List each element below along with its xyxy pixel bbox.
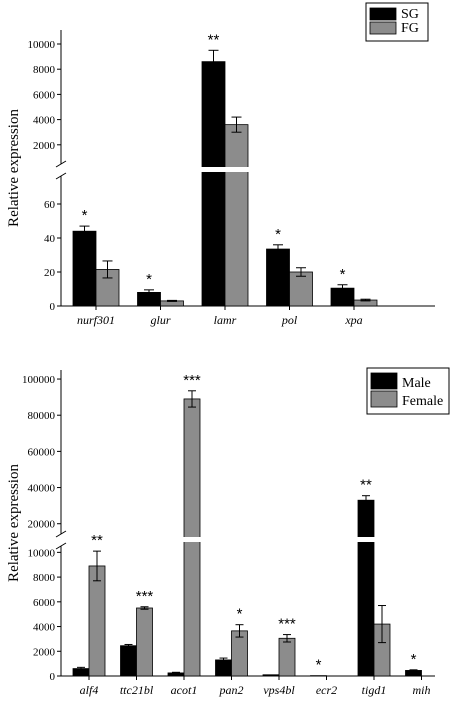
y-tick-label: 4000 <box>33 115 56 127</box>
y-axis-label: Relative expression <box>6 109 22 227</box>
y-tick-label: 2000 <box>33 140 56 152</box>
significance-marker: * <box>82 207 88 224</box>
chart-bottom: 0 2000 4000 6000 8000 10000 20000 40000 60000 800… <box>6 367 450 697</box>
y-tick-label: 80000 <box>28 410 56 422</box>
legend-swatch-female <box>370 390 398 408</box>
x-tick-label: lamr <box>214 313 237 327</box>
axis-break-mark <box>55 160 67 168</box>
significance-marker: *** <box>136 588 154 605</box>
y-tick-label: 2000 <box>33 646 56 658</box>
bar-break-gap <box>201 167 226 172</box>
y-tick-label: 20 <box>44 267 56 279</box>
legend-label-female: Female <box>402 394 443 409</box>
significance-marker: * <box>340 266 346 283</box>
y-tick-label: 20000 <box>28 519 56 531</box>
x-tick-label: pan2 <box>219 683 244 697</box>
bar-sg-lamr <box>201 61 226 307</box>
y-axis-label: Relative expression <box>6 464 22 582</box>
y-tick-label: 10000 <box>28 547 56 559</box>
y-tick-label: 8000 <box>33 64 56 76</box>
bar-male-tigd1 <box>357 499 375 677</box>
y-tick-label: 60000 <box>28 446 56 458</box>
bar-break-gap <box>357 537 375 542</box>
y-tick-label: 40000 <box>28 483 56 495</box>
significance-marker: ** <box>208 31 220 48</box>
x-tick-label: vps4bl <box>263 683 295 697</box>
x-tick-label: ecr2 <box>316 683 337 697</box>
x-tick-label: alf4 <box>80 683 99 697</box>
bar-fg-lamr <box>224 124 249 307</box>
x-tick-label: tigd1 <box>362 683 387 697</box>
bar-female-ttc21bl <box>136 607 153 677</box>
y-tick-label: 6000 <box>33 89 56 101</box>
axis-break-mark <box>55 530 67 538</box>
significance-marker: ** <box>91 532 103 549</box>
x-tick-label: nurf301 <box>77 313 115 327</box>
legend-label-fg: FG <box>401 21 419 36</box>
chart-top: 0 20 40 60 2000 4000 6000 8000 10000 Relative exp… <box>6 2 435 327</box>
axis-break-mark <box>55 172 67 180</box>
significance-marker: *** <box>278 616 296 633</box>
bar-male-vps4bl <box>262 674 280 677</box>
y-tick-label: 8000 <box>33 572 56 584</box>
significance-marker: * <box>275 226 281 243</box>
legend-swatch-male <box>370 372 398 390</box>
legend-swatch-sg <box>369 7 397 21</box>
bar-female-alf4 <box>88 565 106 677</box>
significance-marker: * <box>237 606 243 623</box>
bar-fg-pol <box>289 271 313 307</box>
bar-sg-nurf301 <box>72 230 97 307</box>
x-tick-label: acot1 <box>171 683 198 697</box>
bar-break-gap <box>224 167 249 172</box>
x-tick-label: xpa <box>344 313 362 327</box>
x-tick-label: mih <box>413 683 431 697</box>
y-tick-label: 40 <box>44 233 56 245</box>
y-tick-label: 6000 <box>33 597 56 609</box>
significance-marker: *** <box>183 372 201 389</box>
bar-female-pan2 <box>231 630 248 677</box>
bar-sg-pol <box>266 248 290 307</box>
bar-male-ttc21bl <box>120 645 137 677</box>
significance-marker: ** <box>360 477 372 494</box>
y-tick-label: 10000 <box>28 39 56 51</box>
y-tick-label: 100000 <box>22 374 56 386</box>
y-tick-label: 4000 <box>33 622 56 634</box>
axis-break-mark <box>55 542 67 550</box>
y-tick-label: 60 <box>44 199 56 211</box>
y-tick-label: 0 <box>50 301 56 313</box>
bar-break-gap <box>183 537 201 542</box>
legend-label-male: Male <box>402 376 431 391</box>
legend-swatch-fg <box>369 21 397 35</box>
x-tick-label: glur <box>150 313 170 327</box>
legend-label-sg: SG <box>401 7 419 22</box>
significance-marker: * <box>146 271 152 288</box>
y-tick-label: 0 <box>50 671 56 683</box>
x-tick-label: pol <box>281 313 298 327</box>
bar-male-pan2 <box>215 659 232 677</box>
bar-female-vps4bl <box>278 637 296 677</box>
x-tick-label: ttc21bl <box>120 683 154 697</box>
significance-marker: * <box>411 651 417 668</box>
significance-marker: * <box>316 657 322 674</box>
